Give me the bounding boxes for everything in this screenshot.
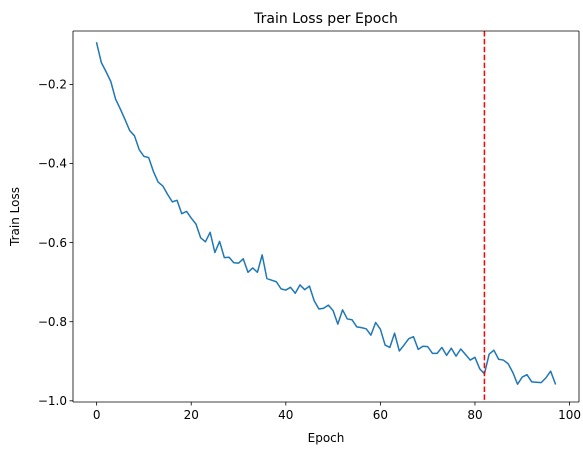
train-loss-line (95, 41, 557, 385)
x-tick-label: 0 (93, 408, 101, 422)
chart-title: Train Loss per Epoch (253, 11, 398, 27)
y-axis-label: Train Loss (8, 187, 22, 247)
y-tick-label: −0.6 (38, 236, 67, 250)
x-axis-ticks: 0 20 40 60 80 100 (93, 402, 581, 422)
y-tick-label: −0.8 (38, 315, 67, 329)
y-tick-label: −0.2 (38, 78, 67, 92)
y-tick-label: −0.4 (38, 157, 67, 171)
x-tick-label: 80 (467, 408, 482, 422)
series-layer (95, 31, 557, 402)
x-tick-label: 40 (278, 408, 293, 422)
plot-frame (72, 30, 580, 403)
x-tick-label: 100 (558, 408, 581, 422)
x-tick-label: 60 (373, 408, 388, 422)
y-tick-label: −1.0 (38, 394, 67, 408)
x-axis-label: Epoch (308, 431, 345, 445)
x-tick-label: 20 (184, 408, 199, 422)
y-axis-ticks: −1.0 −0.8 −0.6 −0.4 −0.2 (38, 78, 73, 408)
plot-area (73, 31, 579, 402)
